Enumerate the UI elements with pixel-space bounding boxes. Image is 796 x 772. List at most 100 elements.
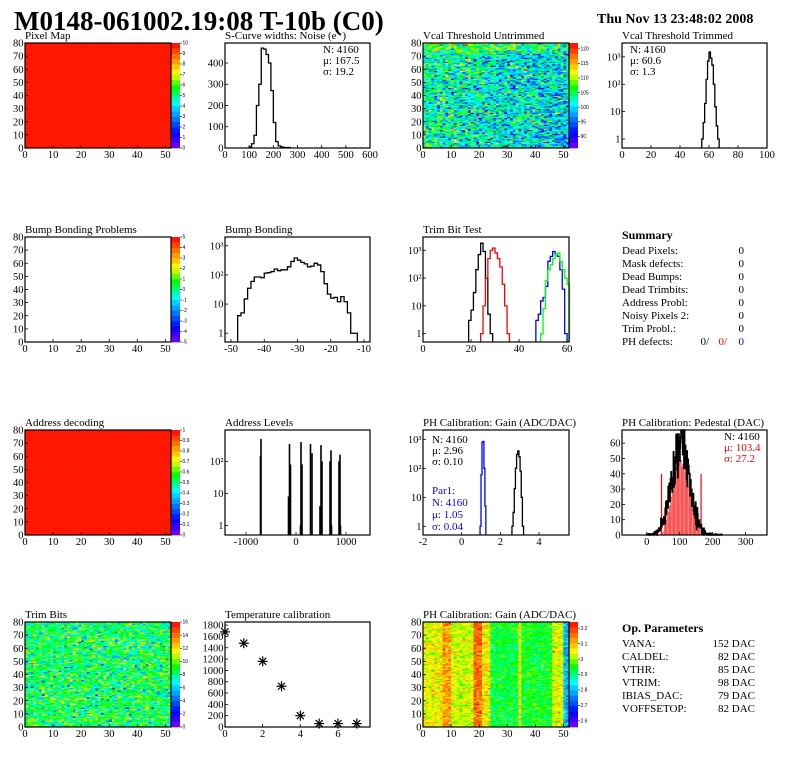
heatmap-cell bbox=[58, 111, 62, 113]
heatmap-cell bbox=[30, 107, 34, 109]
heatmap-cell bbox=[69, 98, 74, 100]
heatmap-cell bbox=[36, 130, 40, 133]
heatmap-cell bbox=[72, 54, 76, 57]
heatmap-cell bbox=[75, 95, 79, 98]
heatmap-cell bbox=[69, 64, 74, 66]
heatmap-cell bbox=[72, 75, 76, 78]
heatmap-cell bbox=[64, 75, 68, 78]
heatmap-cell bbox=[41, 70, 45, 73]
heatmap-cell bbox=[61, 67, 65, 70]
heatmap-cell bbox=[44, 136, 48, 138]
heatmap-cell bbox=[41, 79, 45, 82]
heatmap-cell bbox=[25, 75, 29, 78]
heatmap-cell bbox=[27, 109, 31, 112]
heatmap-cell bbox=[78, 43, 82, 45]
heatmap-cell bbox=[30, 73, 34, 75]
heatmap-cell bbox=[53, 88, 57, 91]
heatmap-cell bbox=[67, 141, 71, 144]
heatmap-cell bbox=[61, 109, 65, 112]
heatmap-cell bbox=[69, 67, 74, 70]
heatmap-cell bbox=[39, 133, 43, 136]
heatmap-cell bbox=[36, 99, 40, 102]
heatmap-cell bbox=[36, 44, 40, 46]
heatmap-cell bbox=[81, 100, 85, 103]
heatmap-cell bbox=[55, 50, 59, 53]
heatmap-cell bbox=[50, 56, 54, 58]
heatmap-cell bbox=[55, 49, 59, 52]
heatmap-cell bbox=[64, 134, 68, 137]
heatmap-cell bbox=[25, 65, 29, 67]
palette-swatch bbox=[171, 74, 180, 81]
heatmap-cell bbox=[30, 87, 34, 90]
heatmap-cell bbox=[39, 108, 43, 111]
heatmap-cell bbox=[27, 111, 31, 113]
heatmap-cell bbox=[58, 56, 62, 58]
heatmap-cell bbox=[67, 60, 71, 62]
heatmap-cell bbox=[41, 75, 45, 78]
heatmap-cell bbox=[58, 70, 62, 73]
heatmap-cell bbox=[58, 116, 62, 119]
heatmap-cell bbox=[41, 43, 45, 45]
y-tick-label: 30 bbox=[13, 104, 24, 115]
heatmap-cell bbox=[39, 91, 43, 94]
heatmap-cell bbox=[25, 137, 29, 140]
timestamp: Thu Nov 13 23:48:02 2008 bbox=[597, 12, 753, 27]
heatmap-cell bbox=[72, 130, 76, 133]
heatmap-cell bbox=[27, 140, 31, 142]
heatmap-cell bbox=[33, 92, 37, 95]
heatmap-cell bbox=[36, 91, 40, 94]
heatmap-cell bbox=[72, 74, 76, 77]
heatmap-cell bbox=[75, 54, 79, 57]
heatmap-cell bbox=[67, 45, 71, 48]
heatmap-cell bbox=[69, 141, 74, 144]
palette-tick-label: 5 bbox=[183, 93, 186, 99]
heatmap-cell bbox=[27, 61, 31, 63]
heatmap-cell bbox=[81, 58, 85, 61]
heatmap-cell bbox=[36, 98, 40, 100]
heatmap-cell bbox=[55, 81, 59, 83]
heatmap-cell bbox=[47, 71, 51, 74]
heatmap-cell bbox=[33, 107, 37, 109]
y-tick-label: 200 bbox=[208, 101, 224, 112]
heatmap-cell bbox=[75, 85, 79, 87]
heatmap-cell bbox=[75, 138, 79, 141]
heatmap-cell bbox=[78, 48, 82, 50]
heatmap-cell bbox=[81, 103, 85, 105]
heatmap-cell bbox=[36, 123, 40, 125]
heatmap-cell bbox=[61, 66, 65, 69]
heatmap-cell bbox=[55, 43, 59, 45]
heatmap-cell bbox=[41, 134, 45, 137]
heatmap-cell bbox=[69, 81, 74, 83]
heatmap-cell bbox=[53, 103, 57, 105]
heatmap-cell bbox=[78, 57, 82, 60]
heatmap-cell bbox=[25, 66, 29, 69]
heatmap-cell bbox=[78, 54, 82, 57]
heatmap-cell bbox=[44, 45, 48, 48]
heatmap-cell bbox=[44, 73, 48, 75]
heatmap-cell bbox=[47, 43, 51, 45]
heatmap-cell bbox=[81, 77, 85, 79]
heatmap-cell bbox=[41, 58, 45, 61]
heatmap-cell bbox=[81, 130, 85, 133]
heatmap-cell bbox=[69, 125, 74, 128]
heatmap-cell bbox=[50, 104, 54, 107]
heatmap-cell bbox=[78, 67, 82, 70]
heatmap-cell bbox=[67, 123, 71, 125]
heatmap-cell bbox=[30, 66, 34, 69]
heatmap-cell bbox=[27, 87, 31, 90]
palette-swatch bbox=[171, 111, 180, 117]
heatmap-cell bbox=[27, 53, 31, 56]
heatmap-cell bbox=[67, 87, 71, 90]
heatmap-cell bbox=[41, 140, 45, 142]
heatmap-cell bbox=[39, 82, 43, 84]
heatmap-cell bbox=[78, 133, 82, 136]
heatmap-cell bbox=[39, 69, 43, 71]
heatmap-cell bbox=[69, 57, 74, 60]
heatmap-cell bbox=[67, 108, 71, 111]
heatmap-cell bbox=[81, 71, 85, 74]
heatmap-cell bbox=[25, 61, 29, 63]
heatmap-cell bbox=[47, 100, 51, 103]
heatmap-cell bbox=[58, 83, 62, 86]
heatmap-cell bbox=[44, 91, 48, 94]
heatmap-cells bbox=[423, 43, 570, 149]
